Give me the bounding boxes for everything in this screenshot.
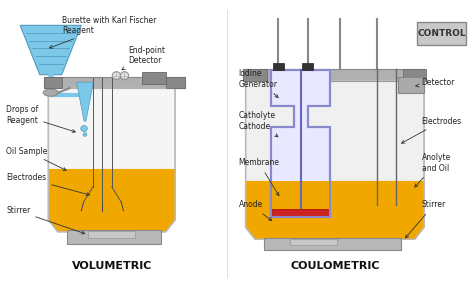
Text: Drops of
Reagent: Drops of Reagent — [6, 105, 75, 133]
Polygon shape — [246, 181, 424, 239]
Text: Burette with Karl Fischer
Reagent: Burette with Karl Fischer Reagent — [49, 16, 157, 48]
Bar — [88, 231, 135, 238]
Text: Stirrer: Stirrer — [6, 206, 85, 234]
Polygon shape — [272, 70, 330, 217]
Text: VOLUMETRIC: VOLUMETRIC — [72, 261, 152, 271]
Text: COULOMETRIC: COULOMETRIC — [290, 261, 380, 271]
Bar — [398, 77, 424, 93]
Text: Membrane: Membrane — [238, 159, 280, 196]
Bar — [264, 238, 401, 250]
Text: Iodine
Generator: Iodine Generator — [238, 69, 278, 98]
Text: Anode: Anode — [238, 200, 272, 220]
Bar — [302, 63, 313, 70]
Polygon shape — [272, 181, 330, 215]
Bar — [273, 63, 284, 70]
Polygon shape — [76, 82, 93, 121]
Bar — [166, 77, 184, 88]
Text: Oil Sample: Oil Sample — [6, 146, 66, 170]
Text: Electrodes: Electrodes — [401, 117, 462, 143]
Bar — [142, 72, 166, 84]
Bar — [273, 209, 329, 217]
Bar — [44, 77, 63, 88]
Polygon shape — [48, 169, 175, 232]
Text: Catholyte
Cathode: Catholyte Cathode — [238, 111, 278, 137]
Text: Electrodes: Electrodes — [6, 173, 90, 196]
Bar — [67, 230, 161, 244]
Polygon shape — [20, 25, 81, 75]
Text: Stirrer: Stirrer — [405, 200, 446, 238]
Bar — [403, 69, 427, 81]
Ellipse shape — [81, 126, 87, 132]
Ellipse shape — [112, 72, 121, 79]
Bar — [290, 239, 337, 245]
Bar — [417, 22, 466, 45]
Bar — [44, 77, 184, 88]
Polygon shape — [48, 88, 175, 232]
Text: CONTROL: CONTROL — [418, 29, 466, 38]
Polygon shape — [246, 81, 424, 239]
Bar — [243, 69, 267, 81]
Text: Detector: Detector — [416, 78, 455, 87]
Bar — [243, 69, 424, 81]
Ellipse shape — [83, 133, 87, 136]
Ellipse shape — [120, 72, 128, 79]
Ellipse shape — [43, 89, 58, 96]
Text: Anolyte
and Oil: Anolyte and Oil — [415, 153, 451, 187]
Text: End-point
Detector: End-point Detector — [122, 46, 165, 70]
